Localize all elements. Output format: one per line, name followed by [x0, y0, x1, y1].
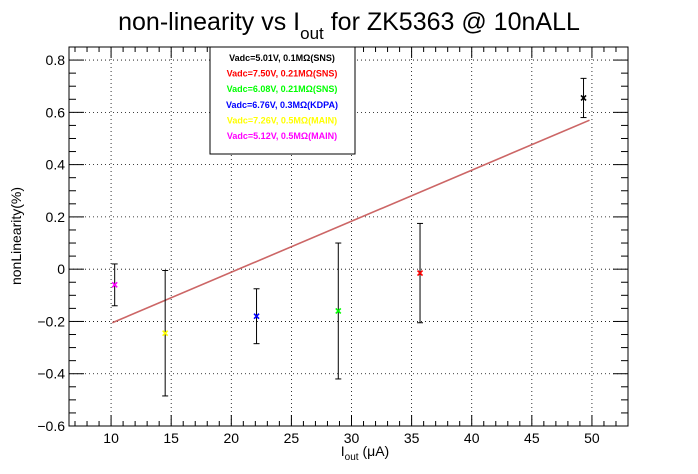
x-tick-label: 50	[584, 430, 600, 446]
y-tick-label: −0.4	[37, 366, 65, 382]
y-tick-label: −0.6	[37, 418, 65, 434]
data-point	[111, 263, 118, 307]
data-points	[111, 77, 587, 397]
x-axis-title-rest: (μA)	[359, 443, 390, 459]
chart-title-rest: for ZK5363 @ 10nALL	[324, 8, 580, 36]
x-tick-label: 45	[524, 430, 540, 446]
chart-title-main: non-linearity vs I	[118, 8, 300, 36]
legend-entries: Vadc=5.01V, 0.1MΩ(SNS) Vadc=7.50V, 0.21MΩ…	[226, 53, 338, 141]
legend-entry: Vadc=6.76V, 0.3MΩ(KDPA)	[226, 100, 338, 110]
y-tick-label: 0.2	[46, 209, 66, 225]
x-tick-label: 15	[163, 430, 179, 446]
y-tick-label: 0.4	[46, 157, 66, 173]
data-point	[162, 269, 169, 397]
y-axis-title: nonLinearity(%)	[8, 187, 24, 285]
legend-entry: Vadc=7.26V, 0.5MΩ(MAIN)	[227, 115, 337, 125]
point-marker	[580, 94, 587, 102]
data-point	[253, 288, 260, 345]
y-tick-label: 0.8	[46, 52, 66, 68]
point-marker	[416, 270, 424, 277]
y-tick-label: −0.2	[37, 313, 65, 329]
x-tick-label: 25	[284, 430, 300, 446]
x-axis-title: Iout (μA)	[341, 443, 389, 463]
chart-title-subscript: out	[300, 24, 324, 43]
fit-line	[111, 119, 590, 324]
legend-box	[209, 46, 356, 155]
x-axis-title-main: I	[341, 443, 345, 459]
legend-entry: Vadc=7.50V, 0.21MΩ(SNS)	[227, 69, 338, 79]
point-marker	[162, 330, 169, 337]
data-point	[416, 222, 424, 324]
x-tick-label: 35	[404, 430, 420, 446]
chart-title: non-linearity vs Iout for ZK5363 @ 10nAL…	[118, 8, 580, 43]
tick-labels: 10 15 20 25 30 35 40 45 50 −0.6 −0.4 −0.2 0 0.2 0.4 0.6…	[37, 52, 600, 446]
data-point	[335, 242, 342, 380]
legend-entry: Vadc=6.08V, 0.21MΩ(SNS)	[227, 84, 338, 94]
x-tick-label: 10	[103, 430, 119, 446]
y-tick-label: 0.6	[46, 104, 66, 120]
point-marker	[335, 307, 342, 315]
x-tick-label: 20	[224, 430, 240, 446]
data-point	[580, 77, 587, 119]
point-marker	[111, 281, 118, 288]
point-marker	[253, 313, 260, 320]
y-tick-label: 0	[57, 261, 65, 277]
x-tick-label: 30	[344, 430, 360, 446]
x-axis-title-subscript: out	[345, 452, 359, 463]
legend: Vadc=5.01V, 0.1MΩ(SNS) Vadc=7.50V, 0.21MΩ…	[209, 46, 356, 155]
legend-entry: Vadc=5.01V, 0.1MΩ(SNS)	[229, 53, 335, 63]
axis-ticks	[69, 47, 629, 427]
x-tick-label: 40	[464, 430, 480, 446]
legend-entry: Vadc=5.12V, 0.5MΩ(MAIN)	[227, 131, 337, 141]
